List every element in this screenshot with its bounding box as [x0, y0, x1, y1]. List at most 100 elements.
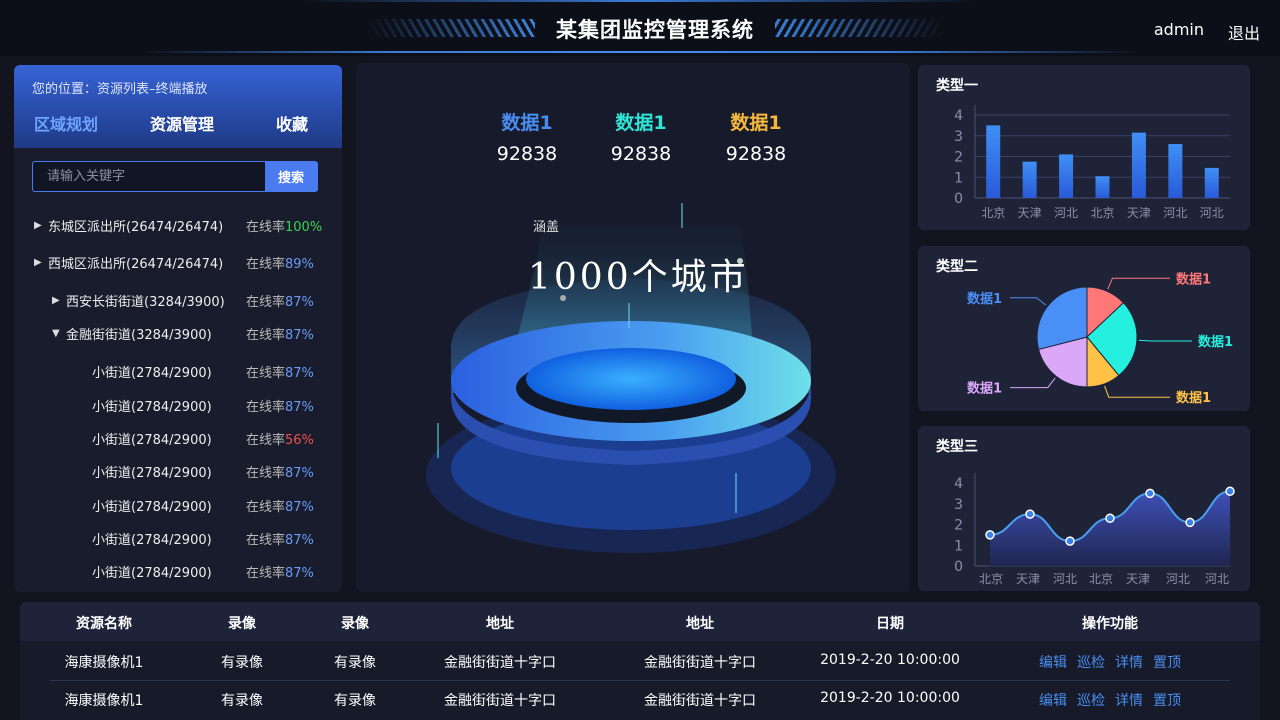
- pie-chart: 数据1 数据1 数据1 数据1 数据1: [967, 271, 1233, 406]
- tree-item-label: 西城区派出所(26474/26474): [48, 256, 224, 272]
- rate-label: 在线率: [246, 294, 286, 310]
- pin-link[interactable]: 置顶: [1153, 655, 1181, 671]
- tree-item[interactable]: ▶ 东城区派出所(26474/26474) 在线率100%: [14, 213, 342, 237]
- column-header: 地址: [486, 616, 514, 632]
- username[interactable]: admin: [1153, 20, 1204, 39]
- logout-button[interactable]: 退出: [1227, 24, 1260, 43]
- edit-link[interactable]: 编辑: [1039, 655, 1067, 671]
- bar[interactable]: [1168, 144, 1183, 198]
- online-rate: 在线率87%: [246, 496, 314, 515]
- table-cell: 金融街街道十字口: [644, 693, 756, 709]
- rate-label: 在线率: [246, 565, 286, 581]
- column-header: 日期: [876, 616, 904, 632]
- caret-down-icon[interactable]: ▼: [52, 327, 60, 339]
- y-tick-label: 4: [954, 476, 963, 492]
- data-point[interactable]: [985, 530, 995, 540]
- tree-item-label: 西安长街街道(3284/3900): [66, 294, 225, 310]
- data-point[interactable]: [1225, 486, 1235, 497]
- rate-label: 在线率: [246, 432, 286, 448]
- tree-item[interactable]: 小街道(2784/2900) 在线率87%: [14, 559, 342, 583]
- rate-label: 在线率: [246, 219, 286, 235]
- inspect-link[interactable]: 巡检: [1077, 693, 1105, 709]
- tree-item[interactable]: 小街道(2784/2900) 在线率87%: [14, 493, 342, 517]
- rate-label: 在线率: [246, 532, 286, 548]
- search-input[interactable]: [33, 162, 265, 191]
- bar[interactable]: [1095, 176, 1110, 198]
- search-button[interactable]: 搜索: [265, 162, 317, 191]
- caret-right-icon[interactable]: ▶: [52, 294, 60, 306]
- app-header: 某集团监控管理系统 admin 退出: [0, 0, 1280, 56]
- table-cell: 金融街街道十字口: [444, 655, 556, 671]
- rate-value: 56%: [285, 432, 314, 448]
- details-link[interactable]: 详情: [1115, 693, 1143, 709]
- rate-value: 87%: [285, 532, 314, 548]
- area-fill: [990, 491, 1230, 566]
- slice-label: 数据1: [967, 291, 1002, 307]
- chart-title: 类型二: [936, 259, 978, 275]
- bar[interactable]: [986, 125, 1001, 198]
- bar[interactable]: [1204, 167, 1219, 198]
- tree-item-label: 小街道(2784/2900): [92, 499, 212, 515]
- rate-label: 在线率: [246, 365, 286, 381]
- pie-slice[interactable]: [1037, 336, 1088, 388]
- pin-link[interactable]: 置顶: [1153, 693, 1181, 709]
- caret-right-icon[interactable]: ▶: [34, 256, 42, 268]
- tab-region-planning[interactable]: 区域规划: [34, 115, 99, 134]
- bar[interactable]: [1022, 161, 1037, 198]
- y-tick-label: 3: [954, 129, 963, 145]
- bar[interactable]: [1131, 132, 1146, 198]
- rate-value: 87%: [285, 294, 314, 310]
- decor-stripes-left: [365, 19, 535, 37]
- rate-value: 87%: [285, 327, 314, 343]
- pie-slice[interactable]: [1036, 286, 1088, 351]
- tree-item[interactable]: 小街道(2784/2900) 在线率56%: [14, 426, 342, 450]
- tree-item-label: 小街道(2784/2900): [92, 432, 212, 448]
- pie-slice[interactable]: [1086, 302, 1138, 377]
- table-cell: 有录像: [334, 655, 376, 671]
- tab-favorites[interactable]: 收藏: [276, 115, 309, 134]
- caret-right-icon[interactable]: ▶: [34, 219, 42, 231]
- rate-label: 在线率: [246, 465, 286, 481]
- online-rate: 在线率87%: [246, 462, 314, 481]
- online-rate: 在线率87%: [246, 324, 314, 343]
- tree-item[interactable]: 小街道(2784/2900) 在线率87%: [14, 526, 342, 550]
- cities-count: 1000个城市: [528, 257, 749, 298]
- header-divider: [300, 0, 980, 2]
- tab-resource-management[interactable]: 资源管理: [150, 115, 215, 134]
- header-divider: [140, 51, 1140, 53]
- bar[interactable]: [1059, 154, 1074, 198]
- data-point[interactable]: [1065, 536, 1075, 546]
- tree-item[interactable]: ▶ 西城区派出所(26474/26474) 在线率89%: [14, 250, 342, 274]
- rate-value: 87%: [285, 465, 314, 481]
- table-cell: 海康摄像机1: [64, 693, 144, 709]
- tree-item[interactable]: ▶ 西安长街街道(3284/3900) 在线率87%: [14, 288, 342, 312]
- x-tick-label: 北京: [979, 572, 1003, 586]
- y-tick-label: 2: [954, 150, 963, 166]
- details-link[interactable]: 详情: [1115, 655, 1143, 671]
- tree-item[interactable]: 小街道(2784/2900) 在线率87%: [14, 359, 342, 383]
- online-rate: 在线率87%: [246, 291, 314, 310]
- tree-item[interactable]: ▼ 金融街街道(3284/3900) 在线率87%: [14, 321, 342, 345]
- tree-item[interactable]: 小街道(2784/2900) 在线率87%: [14, 459, 342, 483]
- online-rate: 在线率87%: [246, 529, 314, 548]
- data-point[interactable]: [1185, 517, 1195, 528]
- edit-link[interactable]: 编辑: [1039, 693, 1067, 709]
- stat-value: 92838: [725, 143, 787, 165]
- y-tick-label: 1: [954, 538, 963, 554]
- table-cell: 金融街街道十字口: [644, 655, 756, 671]
- tree-item[interactable]: 小街道(2784/2900) 在线率87%: [14, 393, 342, 417]
- y-tick-label: 1: [954, 170, 963, 186]
- table-cell: 2019-2-20 10:00:00: [820, 690, 960, 706]
- x-tick-label: 河北: [1205, 572, 1229, 586]
- data-point[interactable]: [1105, 513, 1115, 524]
- data-point[interactable]: [1145, 488, 1155, 499]
- slice-label: 数据1: [1176, 390, 1211, 406]
- slice-label: 数据1: [1198, 334, 1233, 350]
- table-row: 海康摄像机1 有录像 有录像 金融街街道十字口 金融街街道十字口 2019-2-20 10…: [20, 641, 1260, 680]
- x-tick-label: 北京: [1090, 206, 1114, 220]
- row-divider: [50, 680, 1230, 681]
- data-point[interactable]: [1025, 509, 1035, 519]
- tree-item-label: 小街道(2784/2900): [92, 365, 212, 381]
- inspect-link[interactable]: 巡检: [1077, 655, 1105, 671]
- column-header: 资源名称: [76, 616, 132, 632]
